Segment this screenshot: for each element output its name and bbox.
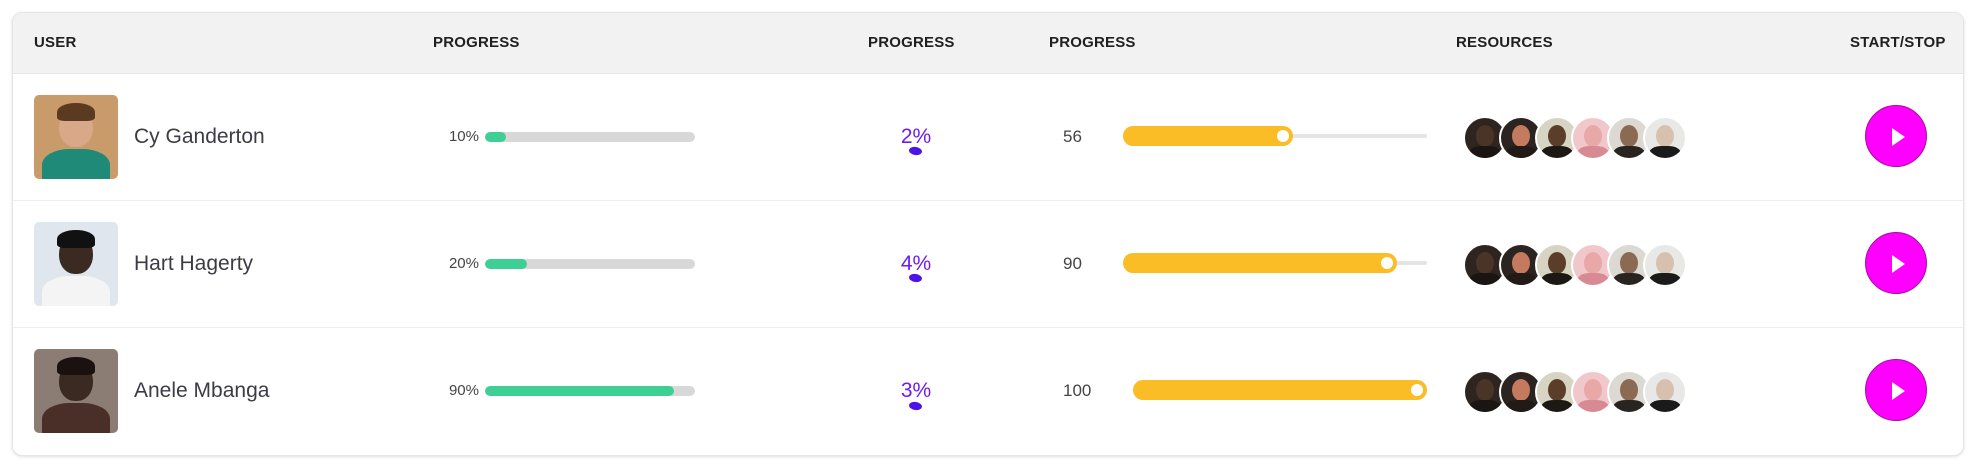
progress-slider-handle[interactable] <box>1411 384 1423 396</box>
person-avatar-icon <box>1476 125 1494 147</box>
header-user: USER <box>34 34 77 51</box>
table-row: Hart Hagerty 20% 4% 90 <box>13 201 1963 328</box>
start-stop-button[interactable] <box>1865 232 1927 294</box>
play-icon <box>1892 128 1905 146</box>
user-name: Hart Hagerty <box>134 252 254 275</box>
progress-slider-fill <box>1123 126 1294 146</box>
person-avatar-icon <box>1584 125 1602 147</box>
header-resources: RESOURCES <box>1456 34 1553 51</box>
user-avatar <box>34 95 118 179</box>
person-avatar-icon <box>1656 379 1674 401</box>
progress-slider[interactable] <box>1133 380 1427 400</box>
header-progress-percent: PROGRESS <box>868 34 955 51</box>
progress-slider-fill <box>1133 380 1427 400</box>
resource-avatar <box>1463 243 1507 287</box>
person-avatar-icon <box>1620 125 1638 147</box>
resource-avatar <box>1643 116 1687 160</box>
progress-slider[interactable] <box>1123 126 1427 146</box>
progress-label: 10% <box>448 128 479 145</box>
start-stop-button[interactable] <box>1865 105 1927 167</box>
user-avatar <box>34 222 118 306</box>
header-start-stop: START/STOP <box>1850 34 1946 51</box>
progress-label: 90% <box>448 382 479 399</box>
progress-percent: 4% <box>900 252 932 275</box>
progress-label: 20% <box>448 255 479 272</box>
progress-bar <box>485 132 695 142</box>
resource-avatar <box>1643 370 1687 414</box>
progress-bar <box>485 386 695 396</box>
progress-value: 90 <box>1063 254 1082 273</box>
users-table: USER PROGRESS PROGRESS PROGRESS RESOURCE… <box>12 12 1964 456</box>
person-avatar-icon <box>1476 252 1494 274</box>
progress-bar-fill <box>485 259 527 269</box>
progress-percent: 2% <box>900 125 932 148</box>
resource-avatar <box>1499 243 1543 287</box>
table-row: Anele Mbanga 90% 3% 100 <box>13 328 1963 454</box>
progress-bar-fill <box>485 132 506 142</box>
person-avatar-icon <box>1512 125 1530 147</box>
person-avatar-icon <box>1620 252 1638 274</box>
progress-slider[interactable] <box>1123 253 1427 273</box>
progress-slider-handle[interactable] <box>1380 257 1393 269</box>
person-avatar-icon <box>1548 125 1566 147</box>
progress-value: 100 <box>1063 381 1092 400</box>
person-avatar-icon <box>1512 379 1530 401</box>
progress-slider-fill <box>1123 253 1397 273</box>
progress-percent: 3% <box>900 379 932 402</box>
progress-bar <box>485 259 695 269</box>
progress-value: 56 <box>1063 127 1082 146</box>
person-avatar-icon <box>1656 125 1674 147</box>
table-row: Cy Ganderton 10% 2% 56 <box>13 74 1963 201</box>
user-name: Cy Ganderton <box>134 125 265 148</box>
person-avatar-icon <box>1584 252 1602 274</box>
header-progress-slider: PROGRESS <box>1049 34 1136 51</box>
progress-bar-fill <box>485 386 674 396</box>
user-avatar <box>34 349 118 433</box>
table-header: USER PROGRESS PROGRESS PROGRESS RESOURCE… <box>13 13 1963 74</box>
person-avatar-icon <box>1656 252 1674 274</box>
person-avatar-icon <box>1512 252 1530 274</box>
header-progress-bar: PROGRESS <box>433 34 520 51</box>
resource-avatar <box>1535 116 1579 160</box>
progress-slider-handle[interactable] <box>1277 130 1290 142</box>
person-avatar-icon <box>1584 379 1602 401</box>
person-avatar-icon <box>1620 379 1638 401</box>
play-icon <box>1892 382 1905 400</box>
person-avatar-icon <box>1548 252 1566 274</box>
resource-avatar <box>1499 370 1543 414</box>
person-avatar-icon <box>1548 379 1566 401</box>
start-stop-button[interactable] <box>1865 359 1927 421</box>
play-icon <box>1892 255 1905 273</box>
person-avatar-icon <box>1476 379 1494 401</box>
resource-avatar <box>1643 243 1687 287</box>
user-name: Anele Mbanga <box>134 379 270 402</box>
